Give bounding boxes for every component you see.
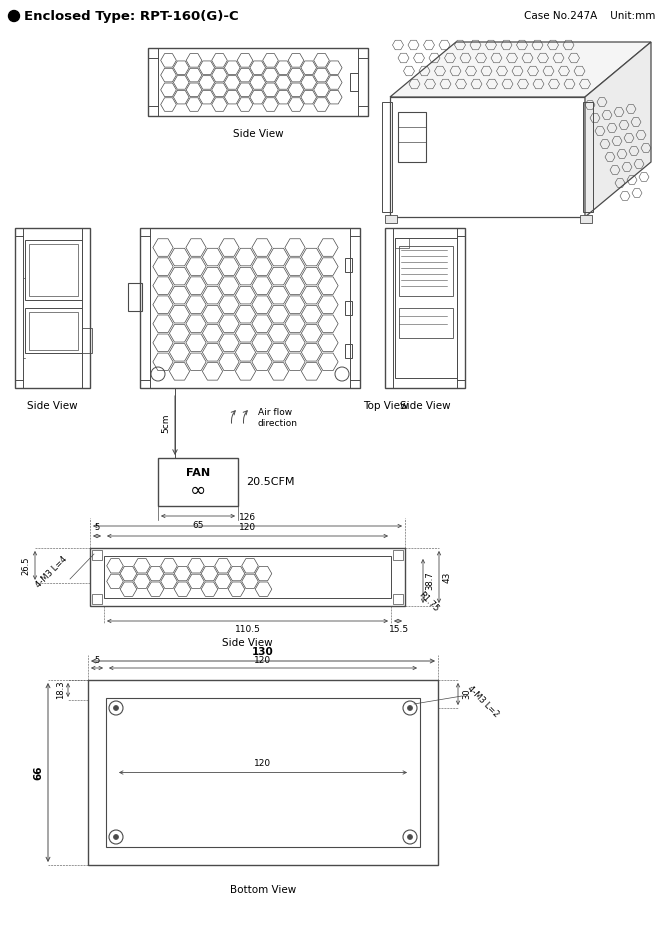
Text: 5cm: 5cm [161, 413, 170, 432]
Bar [82, 328, 92, 353]
Circle shape [407, 705, 413, 710]
Bar [580, 215, 592, 223]
Text: 4-M3 L=4: 4-M3 L=4 [35, 555, 70, 590]
Bar [395, 238, 457, 378]
Bar [385, 228, 465, 388]
Text: Top View: Top View [363, 401, 409, 411]
Bar [399, 246, 453, 296]
Bar [345, 301, 352, 315]
Text: 4-M3 L=2: 4-M3 L=2 [466, 684, 501, 720]
Bar [25, 308, 82, 353]
Polygon shape [390, 42, 651, 97]
Text: Enclosed Type: RPT-160(G)-C: Enclosed Type: RPT-160(G)-C [24, 9, 239, 23]
Circle shape [9, 10, 19, 22]
Text: 120: 120 [239, 523, 256, 532]
Bar [15, 228, 90, 388]
Text: Air flow
direction: Air flow direction [258, 409, 298, 428]
Bar [104, 556, 391, 598]
Text: ∞: ∞ [190, 481, 206, 500]
Text: Side View: Side View [27, 401, 78, 411]
Bar [128, 283, 142, 311]
Text: 30: 30 [462, 688, 471, 700]
Text: 66: 66 [33, 765, 43, 780]
Text: Case No.247A    Unit:mm: Case No.247A Unit:mm [524, 11, 655, 21]
Text: 20.5CFM: 20.5CFM [246, 477, 295, 487]
Bar [399, 308, 453, 338]
Text: 5: 5 [94, 523, 100, 532]
Bar [382, 102, 392, 212]
Bar [106, 698, 420, 847]
Text: Bottom View: Bottom View [230, 885, 296, 895]
Text: Side View: Side View [222, 638, 273, 648]
Bar [158, 458, 238, 506]
Polygon shape [585, 42, 651, 217]
Bar [90, 548, 405, 606]
Bar [390, 97, 585, 217]
Text: 65: 65 [192, 521, 204, 530]
Text: 120: 120 [255, 656, 271, 665]
Text: 18.3: 18.3 [56, 681, 65, 700]
Bar [92, 594, 102, 604]
Circle shape [113, 705, 119, 710]
Bar [92, 550, 102, 560]
Text: 126: 126 [239, 513, 256, 522]
Bar [393, 550, 403, 560]
Bar [395, 238, 409, 248]
Bar [350, 73, 358, 91]
Bar [393, 594, 403, 604]
Bar [345, 258, 352, 272]
Text: Side View: Side View [232, 129, 283, 139]
Circle shape [407, 834, 413, 840]
Bar [583, 102, 593, 212]
Bar [25, 240, 82, 300]
Bar [148, 48, 368, 116]
Text: R1.75: R1.75 [417, 591, 441, 613]
Text: 38.7: 38.7 [425, 572, 434, 591]
Bar [385, 215, 397, 223]
Text: 26.5: 26.5 [21, 556, 30, 574]
Bar [29, 312, 78, 350]
Text: Side View: Side View [400, 401, 450, 411]
Text: 15.5: 15.5 [389, 625, 409, 634]
Text: 43: 43 [443, 572, 452, 583]
Bar [345, 344, 352, 358]
Bar [398, 112, 426, 162]
Text: 120: 120 [255, 758, 271, 768]
Bar [140, 228, 360, 388]
Circle shape [113, 834, 119, 840]
Text: 110.5: 110.5 [234, 625, 261, 634]
Bar [29, 244, 78, 296]
Bar [88, 680, 438, 865]
Text: FAN: FAN [186, 468, 210, 478]
Text: 5: 5 [94, 656, 100, 665]
Text: 130: 130 [252, 647, 274, 657]
